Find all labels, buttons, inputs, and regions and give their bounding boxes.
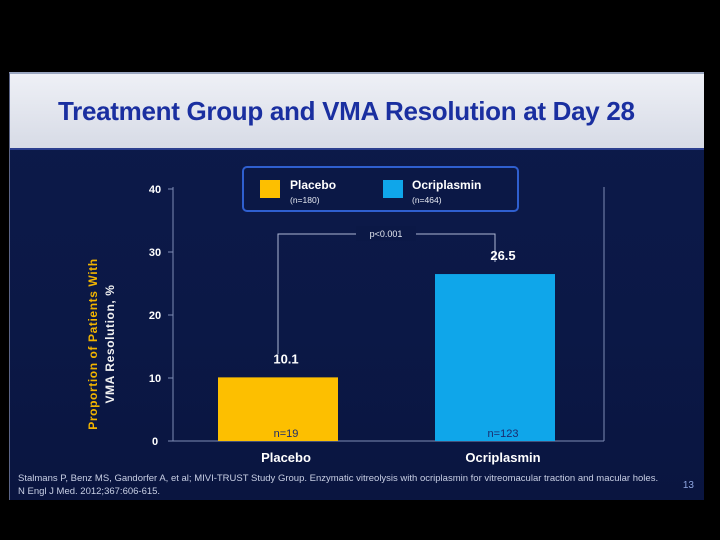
x-category-label: Placebo — [261, 450, 311, 465]
y-axis-label-line1: Proportion of Patients With — [86, 258, 100, 429]
slide-title: Treatment Group and VMA Resolution at Da… — [58, 96, 635, 126]
citation-line1: Stalmans P, Benz MS, Gandorfer A, et al;… — [18, 473, 659, 484]
bars: 10.1 n=19 Placebo 26.5 n=123 Ocriplasmin — [218, 248, 555, 465]
y-tick-label: 10 — [149, 373, 161, 385]
slide-number: 13 — [682, 480, 694, 491]
p-value-label: p<0.001 — [370, 229, 403, 239]
y-tick-label: 30 — [149, 247, 161, 259]
y-axis-label-line2: VMA Resolution, % — [103, 284, 117, 403]
citation-line2: N Engl J Med. 2012;367:606-615. — [18, 486, 161, 497]
y-tick-label: 20 — [149, 310, 161, 322]
citation: Stalmans P, Benz MS, Gandorfer A, et al;… — [18, 472, 658, 498]
bar-placebo — [218, 377, 338, 441]
significance-bracket: p<0.001 — [277, 226, 496, 354]
slide: Treatment Group and VMA Resolution at Da… — [9, 72, 704, 500]
legend-swatch-placebo — [260, 180, 280, 198]
legend-swatch-ocriplasmin — [383, 180, 403, 198]
legend-label-ocriplasmin: Ocriplasmin — [412, 178, 481, 192]
legend-sub-ocriplasmin: (n=464) — [412, 195, 442, 205]
bar-n-label: n=123 — [488, 428, 519, 440]
y-ticks: 0 10 20 30 40 — [149, 184, 173, 448]
bar-n-label: n=19 — [274, 428, 299, 440]
bracket-label-bg — [356, 226, 416, 241]
legend-box — [242, 166, 519, 212]
title-band: Treatment Group and VMA Resolution at Da… — [10, 74, 704, 148]
y-tick-label: 0 — [152, 436, 158, 448]
x-category-label: Ocriplasmin — [465, 450, 540, 465]
legend-label-placebo: Placebo — [290, 178, 336, 192]
title-divider — [10, 148, 704, 150]
y-tick-label: 40 — [149, 184, 161, 196]
bar-value-label: 26.5 — [490, 248, 515, 263]
legend: Placebo (n=180) Ocriplasmin (n=464) — [242, 166, 519, 212]
y-axis-label: Proportion of Patients With VMA Resoluti… — [86, 258, 117, 429]
bar-value-label: 10.1 — [273, 351, 298, 366]
legend-sub-placebo: (n=180) — [290, 195, 320, 205]
chart: Proportion of Patients With VMA Resoluti… — [86, 166, 605, 465]
bar-ocriplasmin — [435, 274, 555, 441]
